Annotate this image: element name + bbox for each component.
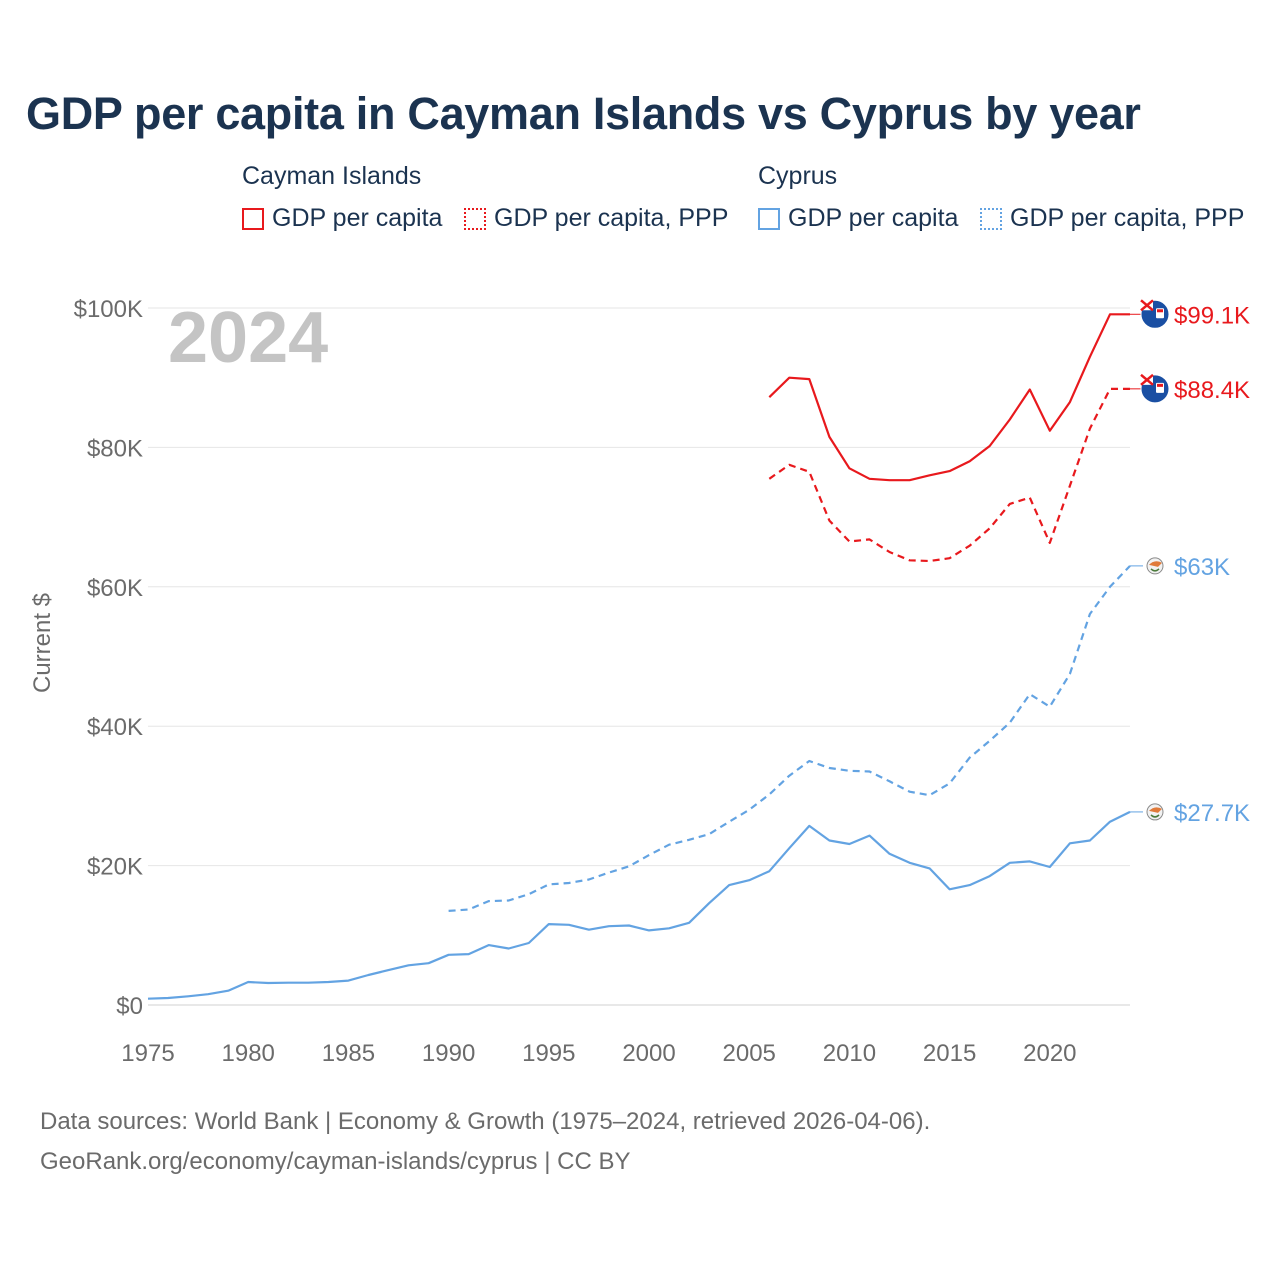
y-tick-label: $80K (87, 435, 143, 462)
legend-swatch-solid-red (242, 207, 264, 230)
y-tick-label: $0 (116, 993, 143, 1020)
end-value-label: $63K (1174, 554, 1230, 581)
x-tick-label: 1980 (222, 1040, 275, 1067)
footer-credit: GeoRank.org/economy/cayman-islands/cypru… (40, 1148, 631, 1175)
legend-item-cayman-gdp[interactable]: GDP per capita (242, 204, 442, 233)
year-label: 2024 (168, 298, 328, 378)
chart-title: GDP per capita in Cayman Islands vs Cypr… (26, 88, 1141, 139)
x-tick-label: 2010 (823, 1040, 876, 1067)
x-tick-label: 1990 (422, 1040, 475, 1067)
end-value-label: $88.4K (1174, 377, 1250, 404)
x-tick-label: 2005 (723, 1040, 776, 1067)
legend-label: GDP per capita, PPP (1010, 204, 1245, 232)
series-line-0[interactable] (768, 313, 1130, 482)
y-axis: $0 $20K $40K $60K $80K $100K (74, 296, 143, 1020)
cyprus-flag-icon (1146, 557, 1164, 575)
cayman-flag-icon (1140, 373, 1170, 404)
y-tick-label: $60K (87, 575, 143, 602)
legend-item-cyprus-gdp[interactable]: GDP per capita (758, 204, 958, 233)
cyprus-flag-icon (1146, 803, 1164, 821)
x-tick-label: 1975 (121, 1040, 174, 1067)
series-line-2[interactable] (147, 810, 1131, 1000)
y-axis-label: Current $ (29, 593, 56, 693)
legend-swatch-dotted-red (464, 207, 486, 230)
series-line-1[interactable] (768, 387, 1130, 563)
legend-group-cyprus: Cyprus (758, 162, 838, 190)
y-tick-label: $20K (87, 854, 143, 881)
x-tick-label: 2020 (1023, 1040, 1076, 1067)
x-axis: 1975 1980 1985 1990 1995 2000 2005 2010 2015 2020 (121, 1040, 1076, 1067)
x-tick-label: 1985 (322, 1040, 375, 1067)
y-tick-label: $40K (87, 714, 143, 741)
legend-label: GDP per capita (272, 204, 443, 232)
legend-label: GDP per capita (788, 204, 959, 232)
footer-sources: Data sources: World Bank | Economy & Gro… (40, 1108, 931, 1135)
series-line-3[interactable] (448, 565, 1131, 912)
series-lines (147, 313, 1131, 1000)
end-labels: $99.1K $88.4K $27.7K $63K (1130, 299, 1250, 827)
line-chart: 2024 $0 $20K $40K $60K $80K $100K 1975 1980 198… (29, 296, 1250, 1067)
cayman-flag-icon (1140, 299, 1170, 329)
legend-swatch-solid-blue (758, 207, 780, 230)
y-tick-label: $100K (74, 296, 143, 323)
legend-label: GDP per capita, PPP (494, 204, 729, 232)
x-tick-label: 2015 (923, 1040, 976, 1067)
gridlines (148, 307, 1130, 1006)
end-value-label: $27.7K (1174, 800, 1250, 827)
legend-swatch-dotted-blue (980, 207, 1002, 230)
legend-item-cyprus-gdp-ppp[interactable]: GDP per capita, PPP (980, 204, 1244, 233)
x-tick-label: 2000 (622, 1040, 675, 1067)
end-value-label: $99.1K (1174, 302, 1250, 329)
legend-group-cayman: Cayman Islands (242, 162, 422, 190)
x-tick-label: 1995 (522, 1040, 575, 1067)
legend-item-cayman-gdp-ppp[interactable]: GDP per capita, PPP (464, 204, 728, 233)
